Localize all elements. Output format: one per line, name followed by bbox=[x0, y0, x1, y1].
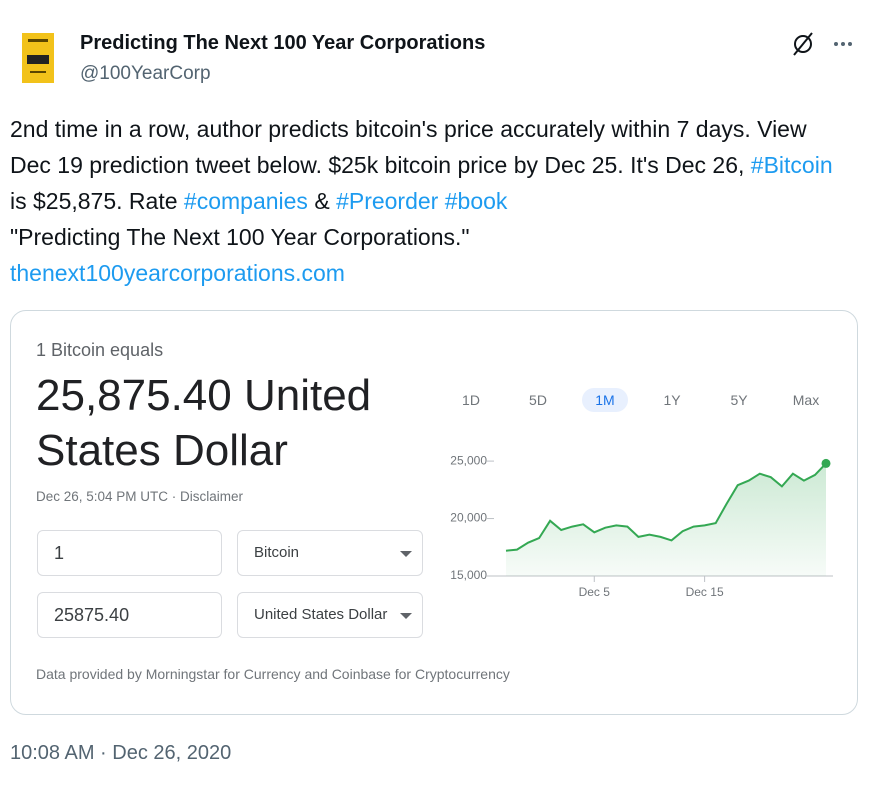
more-dot[interactable] bbox=[848, 42, 852, 46]
text-segment: is $25,875. Rate bbox=[10, 152, 840, 214]
range-button[interactable]: 5D bbox=[529, 392, 547, 408]
from-amount-input[interactable]: 1 bbox=[37, 530, 222, 576]
timestamp[interactable]: 10:08 AM · Dec 26, 2020 bbox=[10, 742, 232, 764]
range-button[interactable]: Max bbox=[792, 392, 820, 408]
media-card[interactable] bbox=[10, 310, 858, 715]
header-icons bbox=[793, 32, 852, 56]
text-segment: & bbox=[307, 188, 337, 214]
conversion-amount: 25,875.40 United States Dollar bbox=[36, 371, 372, 475]
link[interactable]: #book bbox=[444, 188, 508, 214]
author-name[interactable]: Predicting The Next 100 Year Corporation… bbox=[80, 32, 486, 54]
grok-icon-slash bbox=[793, 32, 813, 56]
range-button[interactable]: 1M bbox=[582, 388, 628, 412]
link[interactable]: #Preorder bbox=[336, 188, 439, 214]
more-dot[interactable] bbox=[834, 42, 838, 46]
data-source: Data provided by Morningstar for Currenc… bbox=[36, 666, 510, 682]
tweet-text: 2nd time in a row, author predicts bitco… bbox=[10, 111, 840, 291]
text-segment: 2nd time in a row, author predicts bitco… bbox=[10, 116, 813, 178]
dropdown-arrow bbox=[400, 551, 412, 557]
book-logo bbox=[27, 55, 49, 64]
book-title-bar bbox=[28, 39, 48, 42]
text-segment: "Predicting The Next 100 Year Corporatio… bbox=[10, 224, 470, 250]
range-button[interactable]: 5Y bbox=[730, 392, 748, 408]
from-currency-select[interactable]: Bitcoin bbox=[237, 530, 423, 576]
grok-icon[interactable] bbox=[794, 35, 812, 53]
conversion-label: 1 Bitcoin equals bbox=[36, 340, 164, 360]
author-handle[interactable]: @100YearCorp bbox=[80, 63, 211, 84]
to-currency: United States Dollar bbox=[254, 606, 388, 623]
dropdown-arrow bbox=[400, 613, 412, 619]
update-time: Dec 26, 5:04 PM UTC · Disclaimer bbox=[36, 489, 244, 504]
from-currency: Bitcoin bbox=[254, 544, 300, 561]
range-button[interactable]: 1D bbox=[462, 392, 480, 408]
link[interactable]: thenext100yearcorporations.com bbox=[10, 260, 345, 286]
to-amount-input[interactable]: 25875.40 bbox=[37, 592, 222, 638]
range-button[interactable]: 1Y bbox=[663, 392, 681, 408]
link[interactable]: #Bitcoin bbox=[750, 152, 833, 178]
to-currency-clip: United States Dollar bbox=[254, 593, 402, 637]
to-currency-select[interactable]: United States Dollar bbox=[237, 592, 423, 638]
book-subtitle-bar bbox=[30, 71, 46, 73]
avatar[interactable] bbox=[20, 33, 56, 85]
more-dot[interactable] bbox=[841, 42, 845, 46]
link[interactable]: #companies bbox=[183, 188, 308, 214]
